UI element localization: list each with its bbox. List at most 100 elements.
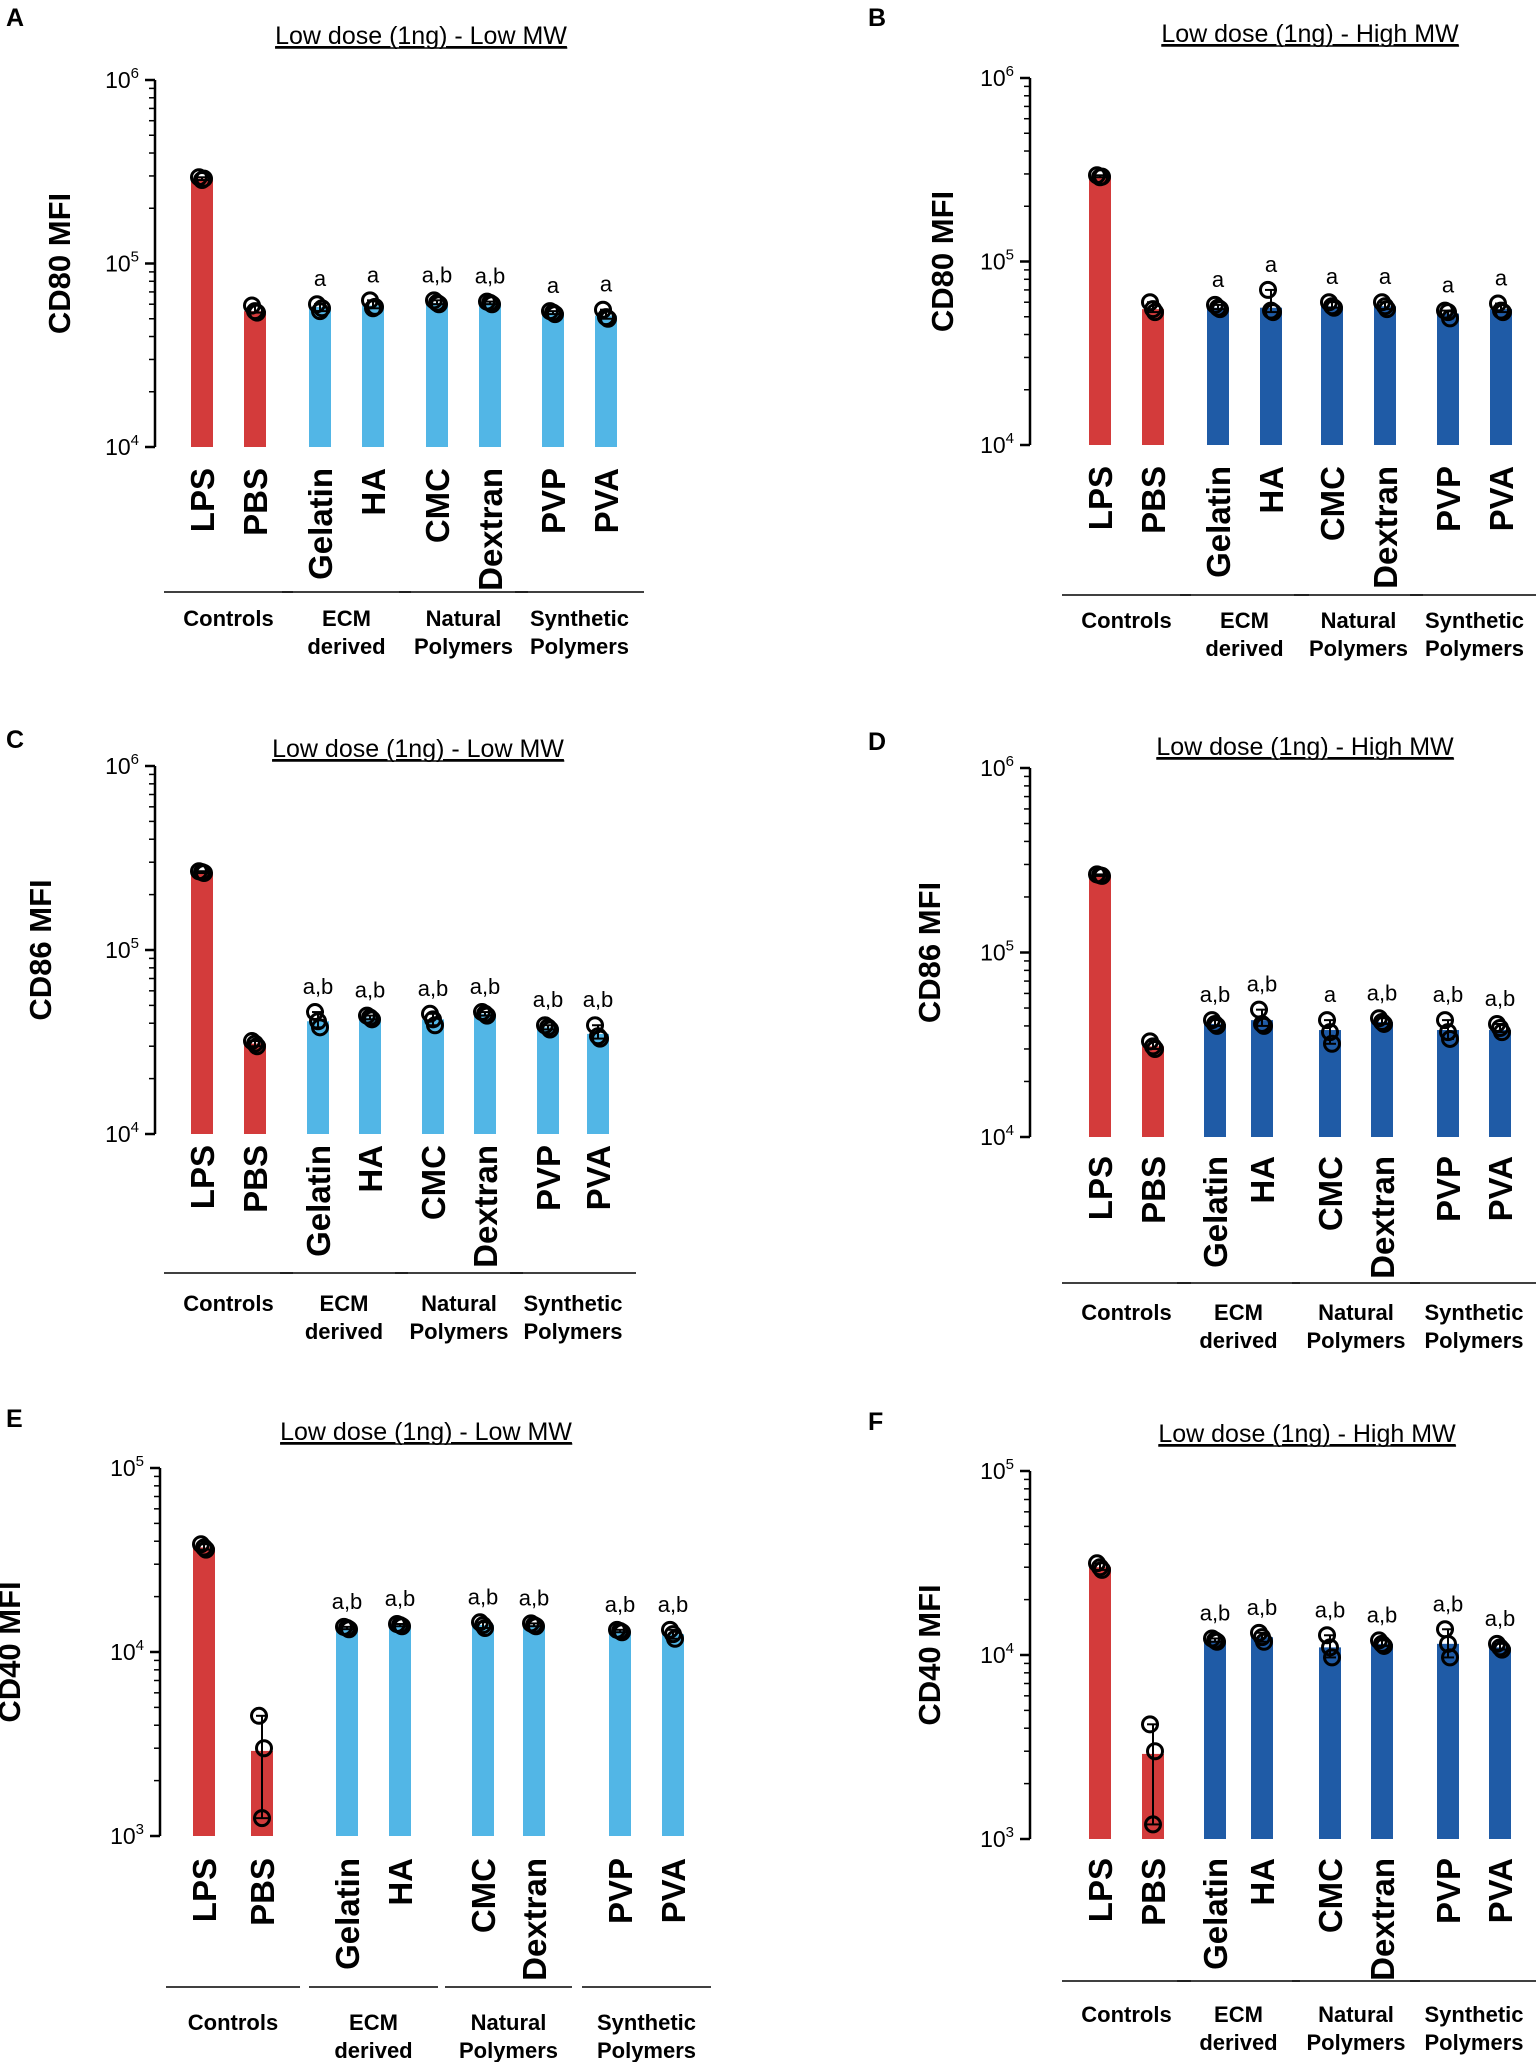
y-tick-exponent: 3 (1006, 1824, 1014, 1841)
category-label: PVA (655, 1858, 692, 1923)
category-label: PVA (588, 468, 625, 533)
y-tick-label: 104 (980, 1640, 1014, 1668)
group-label: derived (1205, 636, 1283, 661)
data-point (1376, 297, 1394, 316)
data-point (1255, 1016, 1273, 1035)
data-point (481, 293, 499, 312)
significance-label: a,b (1485, 986, 1516, 1011)
data-point (361, 1008, 379, 1027)
category-label: Gelatin (1197, 1156, 1234, 1268)
category-label: LPS (1082, 1156, 1119, 1220)
bar-pvp (609, 1631, 631, 1836)
category-label: LPS (1082, 466, 1119, 530)
y-tick-base: 10 (110, 1455, 136, 1481)
y-tick-label: 105 (980, 1456, 1014, 1484)
data-point (306, 1003, 324, 1022)
data-point (391, 1616, 409, 1635)
group-label: Natural (1321, 608, 1397, 633)
panel-label: E (6, 1405, 23, 1433)
group-label: Controls (1081, 1300, 1171, 1325)
bar-dextran (474, 1013, 496, 1134)
data-point (1208, 1016, 1226, 1035)
data-point (1492, 301, 1510, 320)
data-point (1373, 1634, 1391, 1653)
data-point (192, 1535, 210, 1554)
category-label: Dextran (1367, 466, 1404, 589)
data-point (525, 1616, 543, 1635)
data-point (193, 863, 211, 882)
significance-label: a,b (418, 976, 449, 1001)
y-tick-base: 10 (110, 1823, 136, 1849)
data-point (1091, 168, 1109, 187)
category-label: Gelatin (329, 1858, 366, 1970)
group-label: derived (1199, 2030, 1277, 2055)
y-tick-exponent: 5 (131, 249, 139, 266)
data-point (474, 1616, 492, 1635)
y-tick-base: 10 (105, 67, 131, 93)
group-label: Polymers (1425, 636, 1524, 661)
category-label: HA (1244, 1156, 1281, 1204)
data-point (1262, 301, 1280, 320)
data-point (1373, 1013, 1391, 1032)
bar-lps (1089, 875, 1111, 1137)
panel-title: Low dose (1ng) - High MW (1158, 1420, 1456, 1448)
significance-label: a,b (658, 1592, 689, 1617)
category-label: HA (355, 468, 392, 516)
bar-lps (191, 178, 213, 447)
group-label: derived (1199, 1328, 1277, 1353)
significance-label: a,b (1367, 980, 1398, 1005)
y-axis-label: CD40 MFI (0, 1581, 27, 1722)
group-label: ECM (320, 1291, 369, 1316)
bar-gelatin (1207, 307, 1229, 445)
y-axis-label: CD80 MFI (42, 193, 77, 334)
y-tick-label: 105 (980, 938, 1014, 966)
bar-cmc (472, 1625, 494, 1836)
y-tick-base: 10 (980, 1124, 1006, 1150)
y-axis-label: CD86 MFI (23, 879, 58, 1020)
data-point (664, 1625, 682, 1644)
y-tick-exponent: 4 (1006, 1640, 1014, 1657)
group-label: Synthetic (1424, 2002, 1523, 2027)
y-tick-base: 10 (980, 1642, 1006, 1668)
group-label: Synthetic (1425, 608, 1524, 633)
group-label: ECM (349, 2010, 398, 2035)
y-tick-base: 10 (105, 1121, 131, 1147)
data-point (1259, 280, 1277, 299)
bar-pbs (244, 311, 266, 447)
data-point (1144, 1815, 1162, 1834)
category-label: LPS (1082, 1858, 1119, 1922)
bar-pva (587, 1033, 609, 1134)
data-point (1439, 1634, 1457, 1653)
category-label: Dextran (472, 468, 509, 591)
group-label: Polymers (409, 1319, 508, 1344)
data-point (589, 1027, 607, 1046)
data-point (193, 171, 211, 190)
y-tick-label: 105 (105, 935, 139, 963)
category-label: PVP (530, 1145, 567, 1211)
data-point (1375, 1636, 1393, 1655)
category-label: PVP (602, 1858, 639, 1924)
bar-ha (1251, 1637, 1273, 1839)
significance-label: a,b (1433, 1591, 1464, 1616)
panel-title: Low dose (1ng) - Low MW (272, 735, 564, 763)
y-tick-exponent: 3 (136, 1821, 144, 1838)
group-label: Synthetic (530, 606, 629, 631)
data-point (197, 1540, 215, 1559)
bar-dextran (479, 302, 501, 447)
category-label: HA (382, 1858, 419, 1906)
data-point (1146, 1742, 1164, 1761)
category-label: PVA (580, 1145, 617, 1210)
category-label: PBS (1135, 1156, 1172, 1224)
y-tick-base: 10 (980, 755, 1006, 781)
y-tick-label: 104 (110, 1637, 144, 1665)
y-tick-label: 103 (980, 1824, 1014, 1852)
significance-label: a,b (605, 1592, 636, 1617)
category-label: PVA (1483, 466, 1520, 531)
panel-label: D (868, 728, 886, 756)
y-tick-exponent: 4 (1006, 430, 1014, 447)
data-point (311, 302, 329, 321)
data-point (255, 1739, 273, 1758)
y-axis-label: CD86 MFI (912, 882, 947, 1023)
